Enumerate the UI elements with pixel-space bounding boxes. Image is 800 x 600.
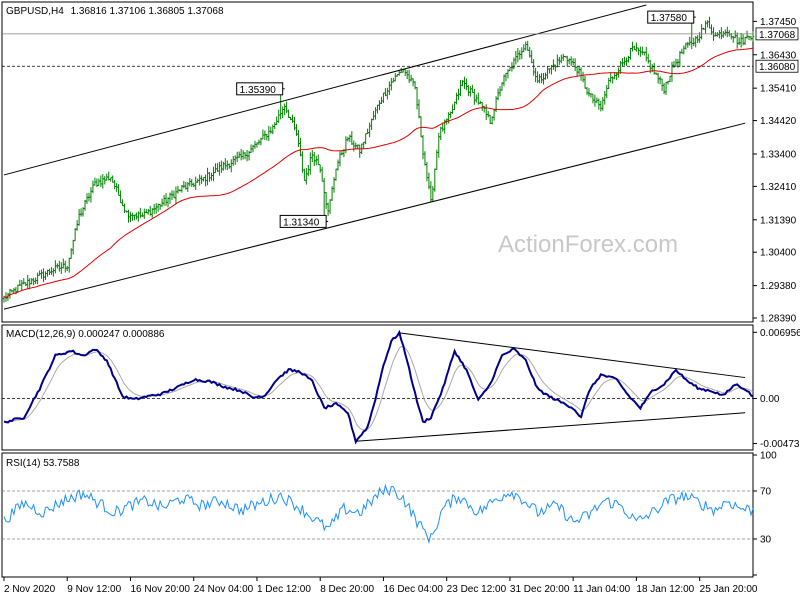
- time-axis-label: 1 Dec 12:00: [257, 584, 311, 595]
- ohlc-values: 1.36816 1.37106 1.36805 1.37068: [71, 6, 224, 17]
- price-axis-label: 1.34420: [760, 116, 797, 127]
- rsi-axis-label: 30: [760, 535, 772, 546]
- price-axis-label: 1.36430: [760, 50, 797, 61]
- channel-lower-line: [3, 122, 746, 310]
- price-axis-label: 1.29380: [760, 281, 797, 292]
- rsi-axis-label: 100: [760, 451, 777, 462]
- level-price-tag-text: 1.36080: [759, 62, 796, 73]
- time-axis-label: 18 Jan 12:00: [636, 584, 694, 595]
- time-axis-label: 23 Dec 12:00: [447, 584, 507, 595]
- symbol-header: GBPUSD,H4 1.36816 1.37106 1.36805 1.3706…: [6, 6, 224, 17]
- time-axis-label: 2 Nov 2020: [4, 584, 56, 595]
- price-layer: 1.35390 1.31340 1.37580: [2, 4, 755, 310]
- price-axis-label: 1.35410: [760, 84, 797, 95]
- watermark: ActionForex.com: [498, 231, 678, 258]
- time-axis-label: 11 Jan 04:00: [573, 584, 631, 595]
- price-panel[interactable]: [1, 1, 754, 323]
- time-axis-label: 16 Nov 20:00: [130, 584, 190, 595]
- rsi-layer: [2, 483, 754, 544]
- macd-axis-label: 0.00: [760, 394, 780, 405]
- time-axis-label: 16 Dec 04:00: [383, 584, 443, 595]
- annotation-label: 1.31340: [283, 217, 320, 228]
- price-bar: [751, 31, 755, 42]
- macd-triangle-upper: [399, 332, 746, 379]
- macd-triangle-lower: [355, 412, 746, 442]
- annotation-box: [279, 214, 327, 228]
- time-axis-label: 24 Nov 04:00: [194, 584, 254, 595]
- rsi-panel[interactable]: [1, 452, 754, 578]
- time-axis-label: 9 Nov 12:00: [67, 584, 121, 595]
- time-axis-label: 31 Dec 20:00: [510, 584, 570, 595]
- price-axis-label: 1.31390: [760, 215, 797, 226]
- channel-upper-line: [3, 4, 647, 176]
- time-axis-label: 8 Dec 20:00: [320, 584, 374, 595]
- annotation-box: [647, 10, 695, 24]
- rsi-label: RSI(14) 53.7588: [6, 458, 80, 469]
- macd-label: MACD(12,26,9) 0.000247 0.000886: [6, 329, 165, 340]
- price-axis-label: 1.33400: [760, 149, 797, 160]
- price-axis-label: 1.30400: [760, 248, 797, 259]
- rsi-line: [3, 483, 754, 544]
- price-axis-label: 1.37450: [760, 17, 797, 28]
- current-price-tag-box: [755, 27, 799, 41]
- time-axis-label: 25 Jan 20:00: [700, 584, 758, 595]
- macd-layer: [2, 329, 754, 445]
- axis-layer: 1.37450 1.36430 1.35410 1.34420 1.33400 1.324…: [3, 17, 800, 595]
- symbol-timeframe: GBPUSD,H4: [6, 6, 64, 17]
- rsi-axis-label: 70: [760, 487, 772, 498]
- level-price-tag-box: [755, 59, 799, 73]
- macd-axis-label: -0.004736: [760, 439, 800, 450]
- current-price-tag-text: 1.37068: [759, 30, 796, 41]
- annotation-label: 1.35390: [240, 85, 277, 96]
- price-axis-label: 1.28390: [760, 314, 797, 325]
- moving-average-line: [3, 47, 754, 299]
- price-axis-label: 1.32410: [760, 182, 797, 193]
- annotation-label: 1.37580: [651, 13, 688, 24]
- annotation-box: [236, 82, 284, 96]
- macd-main-line: [3, 329, 754, 445]
- macd-axis-label: 0.006956: [760, 328, 800, 339]
- macd-signal-line: [3, 345, 754, 431]
